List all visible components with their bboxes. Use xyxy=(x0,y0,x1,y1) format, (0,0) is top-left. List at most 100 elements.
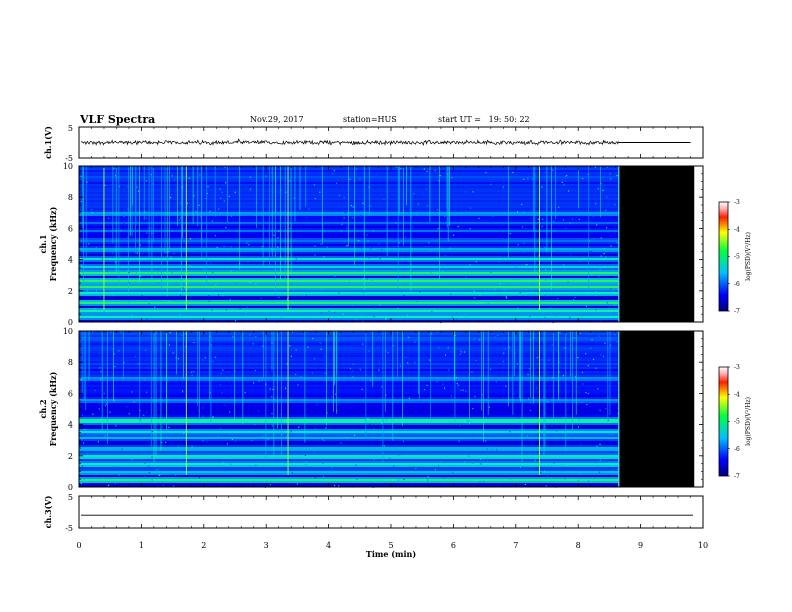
panel-ch1-spectrogram-speckle xyxy=(395,166,397,168)
panel-ch1-spectrogram-speckle xyxy=(235,282,237,284)
panel-ch1-spectrogram-speckle xyxy=(449,247,451,249)
panel-ch1-spectrogram-row xyxy=(79,290,619,293)
panel-ch1-spectrogram-speckle xyxy=(557,298,559,300)
panel-ch1-spectrogram-speckle xyxy=(214,234,217,237)
panel-ch1-spectrogram-speckle xyxy=(138,310,140,312)
panel-ch2-spectrogram-speckle xyxy=(290,431,292,433)
panel-ch1-spectrogram-speckle xyxy=(367,240,369,242)
panel-ch1-spectrogram-speckle xyxy=(553,221,555,223)
panel-ch1-spectrogram-speckle xyxy=(562,219,565,221)
panel-ch2-spectrogram-speckle xyxy=(547,401,549,403)
panel-ch2-spectrogram-speckle xyxy=(230,463,232,465)
panel-ch1-spectrogram-speckle xyxy=(523,211,525,213)
panel-ch1-spectrogram-speckle xyxy=(369,205,372,207)
panel-ch2-spectrogram-row xyxy=(79,477,619,480)
panel-ch2-spectrogram-speckle xyxy=(616,340,618,343)
panel-ch2-spectrogram-speckle xyxy=(82,442,85,444)
panel-ch1-spectrogram-speckle xyxy=(189,238,192,240)
panel-ch1-spectrogram-speckle xyxy=(515,247,517,249)
panel-ch1-spectrogram-row xyxy=(79,192,619,195)
panel-ch2-spectrogram-speckle xyxy=(212,416,214,418)
panel-ch2-spectrogram-speckle xyxy=(320,348,322,350)
panel-ch1-spectrogram-speckle xyxy=(178,314,181,316)
panel-ch1-spectrogram-speckle xyxy=(479,294,481,296)
panel-ch1-spectrogram-speckle xyxy=(146,318,148,320)
panel-ch1-spectrogram-speckle xyxy=(228,229,230,231)
panel-ch2-spectrogram-row xyxy=(79,361,619,364)
panel-ch1-spectrogram-speckle xyxy=(440,321,442,324)
panel-ch1-spectrogram-speckle xyxy=(402,260,404,262)
panel-ch2-spectrogram-speckle xyxy=(494,336,496,338)
panel-ch1-spectrogram-speckle xyxy=(179,268,181,270)
panel-ch1-spectrogram-speckle xyxy=(290,307,292,309)
panel-ch1-spectrogram-speckle xyxy=(400,290,403,293)
panel-ch1-spectrogram-speckle xyxy=(464,191,467,193)
panel-ch2-spectrogram-row xyxy=(79,449,619,452)
panel-ch2-spectrogram-speckle xyxy=(331,396,333,398)
panel-ch1-spectrogram-speckle xyxy=(523,242,525,244)
panel-ch1-spectrogram-speckle xyxy=(617,301,619,304)
panel-ch2-spectrogram-row xyxy=(79,387,619,390)
panel-ch1-spectrogram-speckle xyxy=(532,178,534,180)
panel-ch1-spectrogram-speckle xyxy=(106,174,109,177)
panel-ch2-spectrogram-speckle xyxy=(355,462,357,464)
panel-ch2-spectrogram-speckle xyxy=(307,432,309,434)
panel-ch1-spectrogram-speckle xyxy=(321,288,323,290)
panel-ch1-spectrogram-speckle xyxy=(485,291,487,293)
panel-ch1-spectrogram-speckle xyxy=(176,225,179,227)
panel-ch2-spectrogram-speckle xyxy=(181,334,183,336)
panel-ch2-spectrogram-speckle xyxy=(472,407,474,410)
panel-ch1-spectrogram-speckle xyxy=(368,257,370,259)
panel-ch1-spectrogram-speckle xyxy=(592,215,595,218)
panel-ch1-spectrogram-speckle xyxy=(523,178,525,180)
panel-ch2-spectrogram-speckle xyxy=(214,356,216,358)
panel-ch1-spectrogram-row xyxy=(79,188,619,191)
panel-ch1-spectrogram-speckle xyxy=(323,256,325,258)
panel-ch1-spectrogram-speckle xyxy=(440,211,442,213)
panel-ch2-spectrogram-row xyxy=(79,439,619,442)
panel-ch2-spectrogram-row xyxy=(79,403,619,406)
panel-ch1-spectrogram-speckle xyxy=(137,190,140,192)
panel-ch1-spectrogram-speckle xyxy=(405,236,407,238)
panel-ch1-spectrogram-speckle xyxy=(128,282,130,284)
panel-ch1-spectrogram-speckle xyxy=(265,175,267,177)
panel-ch1-spectrogram-speckle xyxy=(547,279,549,281)
panel-ch2-spectrogram-speckle xyxy=(98,408,100,410)
panel-ch2-spectrogram-row xyxy=(79,399,619,402)
panel-ch3-ytick-label: -5 xyxy=(65,524,73,533)
panel-ch2-spectrogram-speckle xyxy=(262,435,264,437)
panel-ch1-spectrogram-speckle xyxy=(295,318,298,320)
panel-ch1-spectrogram-speckle xyxy=(379,286,381,288)
panel-ch2-spectrogram-speckle xyxy=(327,333,329,336)
panel-ch2-spectrogram-speckle xyxy=(479,481,481,483)
panel-ch1-spectrogram-row xyxy=(79,300,619,303)
panel-ch1-spectrogram-speckle xyxy=(207,186,209,188)
panel-ch2-spectrogram-speckle xyxy=(244,421,246,423)
panel-ch2-spectrogram-speckle xyxy=(219,427,222,430)
panel-ch1-spectrogram-speckle xyxy=(542,218,544,221)
panel-ch2-spectrogram-speckle xyxy=(104,404,107,407)
panel-ch1-spectrogram-speckle xyxy=(544,279,547,281)
panel-ch2-spectrogram-speckle xyxy=(536,356,539,359)
panel-ch2-spectrogram-speckle xyxy=(103,392,105,395)
panel-ch1-spectrogram-speckle xyxy=(114,261,116,263)
panel-ch1-spectrogram-speckle xyxy=(212,272,214,274)
panel-ch1-spectrogram-speckle xyxy=(557,274,559,276)
panel-ch1-spectrogram-speckle xyxy=(413,193,415,195)
panel-ch1-spectrogram-speckle xyxy=(505,320,507,323)
panel-ch1-spectrogram-speckle xyxy=(338,194,341,197)
panel-ch1-spectrogram-speckle xyxy=(277,246,279,248)
panel-ch1-spectrogram-speckle xyxy=(106,270,108,272)
panel-ch2-spectrogram-speckle xyxy=(151,430,154,433)
panel-ch1-spectrogram-speckle xyxy=(276,253,279,255)
panel-ch2-spectrogram-speckle xyxy=(596,377,598,380)
panel-ch2-spectrogram-speckle xyxy=(405,356,407,359)
panel-ch2-spectrogram-speckle xyxy=(368,350,370,352)
panel-ch2-spectrogram-speckle xyxy=(323,439,326,442)
panel-ch2-spectrogram-speckle xyxy=(457,384,460,386)
panel-ch2-spectrogram-speckle xyxy=(138,401,140,403)
panel-ch2-spectrogram-speckle xyxy=(126,406,128,408)
panel-ch2-spectrogram-speckle xyxy=(581,371,584,374)
panel-ch1-spectrogram-speckle xyxy=(355,168,358,170)
panel-ch2-spectrogram-row xyxy=(79,353,619,356)
